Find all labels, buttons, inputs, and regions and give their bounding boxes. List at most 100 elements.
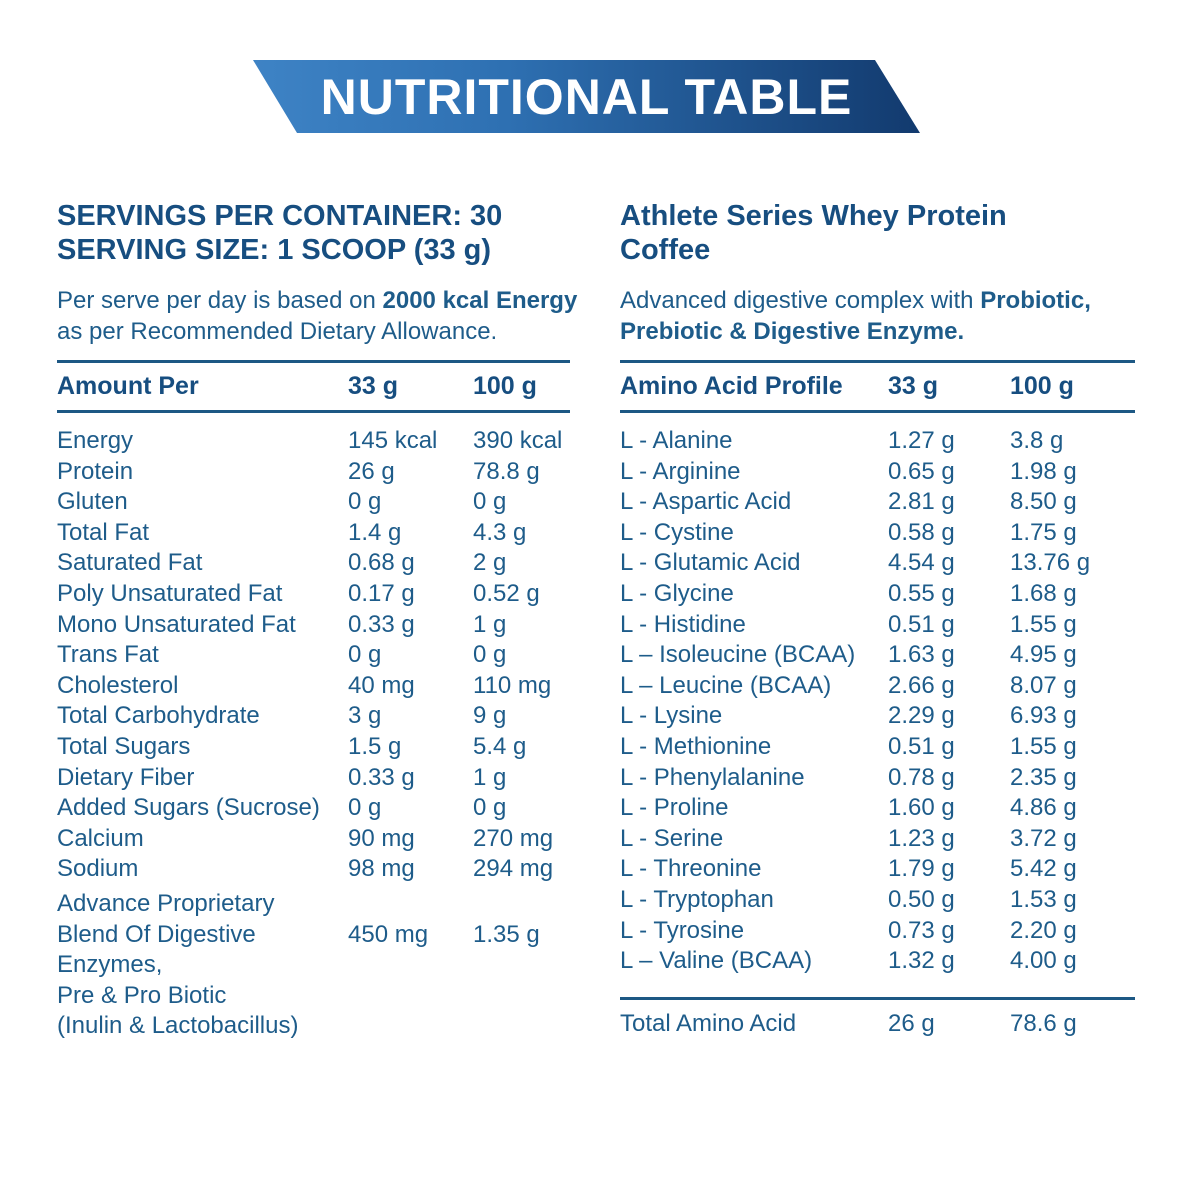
header-33g: 33 g <box>348 372 399 400</box>
row-value-33g: 0.51 g <box>888 732 955 760</box>
nutrition-table: Amount Per 33 g 100 g Energy 145 kcal 39… <box>57 360 570 1042</box>
row-label: Added Sugars (Sucrose) <box>57 794 320 822</box>
row-value-33g: 0.58 g <box>888 518 955 546</box>
table-row: L - Serine 1.23 g 3.72 g <box>620 824 1135 855</box>
row-value-100g: 270 mg <box>473 824 554 852</box>
row-value-100g: 2.35 g <box>1010 763 1077 791</box>
row-value-100g: 390 kcal <box>473 427 563 454</box>
row-value-33g: 40 mg <box>348 671 415 699</box>
table-row: L - Tryptophan 0.50 g 1.53 g <box>620 885 1135 916</box>
row-value-33g: 1.63 g <box>888 641 955 669</box>
table-row: Gluten 0 g 0 g <box>57 487 570 518</box>
row-label: Total Fat <box>57 518 150 546</box>
row-label: L - Histidine <box>620 610 746 638</box>
header-amino-acid-profile: Amino Acid Profile <box>620 372 843 400</box>
row-value-33g: 90 mg <box>348 824 415 852</box>
table-row: Total Fat 1.4 g 4.3 g <box>57 518 570 549</box>
row-label: Dietary Fiber <box>57 763 195 791</box>
servings-heading: SERVINGS PER CONTAINER: 30 SERVING SIZE:… <box>57 199 502 267</box>
nutrition-rows: Energy 145 kcal 390 kcal Protein 26 g 78… <box>57 426 570 885</box>
table-row: L - Phenylalanine 0.78 g 2.35 g <box>620 763 1135 794</box>
row-value-33g: 1.32 g <box>888 947 955 975</box>
row-value-33g: 2.66 g <box>888 671 955 699</box>
row-value-33g: 4.54 g <box>888 549 955 577</box>
row-label: Sodium <box>57 855 139 883</box>
table-row: L - Tyrosine 0.73 g 2.20 g <box>620 916 1135 947</box>
row-label: L - Alanine <box>620 427 733 454</box>
blend-label-line: (Inulin & Lactobacillus) <box>57 1012 299 1040</box>
table-row: Poly Unsaturated Fat 0.17 g 0.52 g <box>57 579 570 610</box>
table-row: Mono Unsaturated Fat 0.33 g 1 g <box>57 610 570 641</box>
row-label: L - Serine <box>620 824 724 852</box>
table-header-row: Amount Per 33 g 100 g <box>57 363 570 410</box>
header-100g: 100 g <box>473 372 537 400</box>
table-row: L - Proline 1.60 g 4.86 g <box>620 793 1135 824</box>
row-value-33g: 0.33 g <box>348 610 415 638</box>
row-value-100g: 1 g <box>473 610 507 638</box>
table-row: L - Cystine 0.58 g 1.75 g <box>620 518 1135 549</box>
header-33g: 33 g <box>888 372 939 400</box>
row-value-100g: 0 g <box>473 488 507 516</box>
blend-label-line: Blend Of Digestive <box>57 920 256 948</box>
row-value-100g: 1 g <box>473 763 507 791</box>
row-value-100g: 4.00 g <box>1010 947 1077 975</box>
row-value-100g: 13.76 g <box>1010 549 1091 577</box>
note-line: as per Recommended Dietary Allowance. <box>57 317 498 345</box>
total-amino-acid-row: Total Amino Acid 26 g 78.6 g <box>620 1000 1135 1048</box>
row-value-100g: 3.8 g <box>1010 427 1064 454</box>
row-label: Cholesterol <box>57 671 179 699</box>
header-amount-per: Amount Per <box>57 372 199 400</box>
amino-acid-rows: L - Alanine 1.27 g 3.8 g L - Arginine 0.… <box>620 426 1135 977</box>
row-value-33g: 0 g <box>348 641 382 669</box>
row-value-100g: 1.98 g <box>1010 457 1077 485</box>
row-value-33g: 1.27 g <box>888 427 955 454</box>
table-row: L - Glutamic Acid 4.54 g 13.76 g <box>620 548 1135 579</box>
row-label: Mono Unsaturated Fat <box>57 610 296 638</box>
row-value-100g: 110 mg <box>473 671 552 699</box>
header-100g: 100 g <box>1010 372 1074 400</box>
row-value-33g: 2.29 g <box>888 702 955 730</box>
row-label: Poly Unsaturated Fat <box>57 579 283 607</box>
row-value-100g: 294 mg <box>473 855 554 883</box>
row-label: L - Glutamic Acid <box>620 549 801 577</box>
row-value-100g: 9 g <box>473 702 507 730</box>
table-row: L – Leucine (BCAA) 2.66 g 8.07 g <box>620 671 1135 702</box>
table-row: Trans Fat 0 g 0 g <box>57 640 570 671</box>
row-value-100g: 4.95 g <box>1010 641 1077 669</box>
row-value-33g: 3 g <box>348 702 382 730</box>
row-value-33g: 0.50 g <box>888 885 955 913</box>
table-row: Sodium 98 mg 294 mg <box>57 854 570 885</box>
row-value-100g: 2 g <box>473 549 507 577</box>
digestive-note: Advanced digestive complex with Probioti… <box>620 286 1160 347</box>
banner-ribbon: NUTRITIONAL TABLE <box>253 60 920 133</box>
blend-label-line: Enzymes, <box>57 951 163 979</box>
product-title-line2: Coffee <box>620 234 711 266</box>
row-value-100g: 1.75 g <box>1010 518 1077 546</box>
servings-per-container: SERVINGS PER CONTAINER: 30 <box>57 200 503 232</box>
row-label: Total Carbohydrate <box>57 702 260 730</box>
table-row: Calcium 90 mg 270 mg <box>57 824 570 855</box>
product-title: Athlete Series Whey Protein Coffee <box>620 199 1007 267</box>
row-value-100g: 0 g <box>473 794 507 822</box>
row-label: L - Cystine <box>620 518 734 546</box>
row-value-33g: 0.33 g <box>348 763 415 791</box>
rule-top <box>57 360 570 363</box>
table-row: L – Valine (BCAA) 1.32 g 4.00 g <box>620 946 1135 977</box>
product-title-line1: Athlete Series Whey Protein <box>620 200 1007 232</box>
row-value-100g: 4.3 g <box>473 518 527 546</box>
row-value-33g: 1.23 g <box>888 824 955 852</box>
row-label: L - Methionine <box>620 732 772 760</box>
blend-label-line: Advance Proprietary <box>57 889 275 917</box>
row-value-100g: 5.4 g <box>473 732 527 760</box>
blend-label-line: Pre & Pro Biotic <box>57 981 227 1009</box>
row-label: L – Isoleucine (BCAA) <box>620 641 856 669</box>
row-label: L - Glycine <box>620 579 734 607</box>
row-value-33g: 0.78 g <box>888 763 955 791</box>
note-line: Prebiotic & Digestive Enzyme. <box>620 317 965 345</box>
row-label: L – Valine (BCAA) <box>620 947 813 975</box>
serving-size: SERVING SIZE: 1 SCOOP (33 g) <box>57 234 492 266</box>
row-label: Energy <box>57 427 134 454</box>
table-row: Protein 26 g 78.8 g <box>57 457 570 488</box>
row-value-100g: 1.68 g <box>1010 579 1077 607</box>
